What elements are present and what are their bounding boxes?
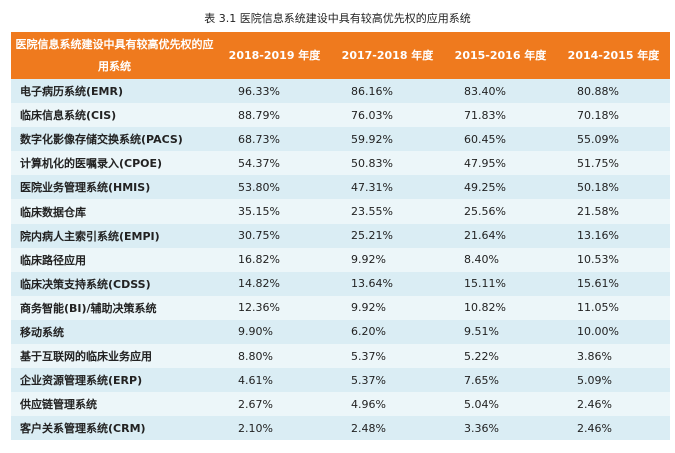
table-row: 客户关系管理系统(CRM) 2.10% 2.48% 3.36% 2.46% [11, 416, 670, 441]
percentage-cell: 80.88% [557, 79, 670, 104]
percentage-cell: 11.05% [557, 295, 670, 320]
percentage-cell: 5.37% [331, 368, 444, 393]
column-header: 2018-2019 年度 [218, 32, 331, 79]
table-row: 电子病历系统(EMR) 96.33% 86.16% 83.40% 80.88% [11, 79, 670, 104]
percentage-cell: 14.82% [218, 271, 331, 296]
percentage-cell: 50.18% [557, 175, 670, 200]
system-name-cell: 移动系统 [11, 319, 218, 345]
table-row: 商务智能(BI)/辅助决策系统 12.36% 9.92% 10.82% 11.05% [11, 295, 670, 320]
percentage-cell: 12.36% [218, 295, 331, 320]
table-row: 医院业务管理系统(HMIS) 53.80% 47.31% 49.25% 50.18% [11, 175, 670, 200]
percentage-cell: 53.80% [218, 175, 331, 200]
percentage-cell: 2.10% [218, 416, 331, 441]
table-row: 临床决策支持系统(CDSS) 14.82% 13.64% 15.11% 15.61% [11, 271, 670, 296]
percentage-cell: 60.45% [444, 127, 557, 152]
percentage-cell: 9.51% [444, 319, 557, 345]
percentage-cell: 50.83% [331, 151, 444, 176]
system-name-cell: 数字化影像存储交换系统(PACS) [11, 127, 218, 152]
percentage-cell: 30.75% [218, 223, 331, 248]
system-name-cell: 客户关系管理系统(CRM) [11, 416, 218, 441]
percentage-cell: 88.79% [218, 103, 331, 128]
percentage-cell: 25.56% [444, 199, 557, 224]
percentage-cell: 8.40% [444, 247, 557, 272]
system-name-cell: 临床信息系统(CIS) [11, 103, 218, 128]
table-row: 基于互联网的临床业务应用 8.80% 5.37% 5.22% 3.86% [11, 344, 670, 369]
table-row: 企业资源管理系统(ERP) 4.61% 5.37% 7.65% 5.09% [11, 368, 670, 393]
column-header: 2015-2016 年度 [444, 32, 557, 79]
header-row: 医院信息系统建设中具有较高优先权的应用系统 2018-2019 年度 2017-… [11, 32, 670, 79]
table-row: 数字化影像存储交换系统(PACS) 68.73% 59.92% 60.45% 55.09… [11, 127, 670, 152]
percentage-cell: 70.18% [557, 103, 670, 128]
percentage-cell: 96.33% [218, 79, 331, 104]
table-caption: 表 3.1 医院信息系统建设中具有较高优先权的应用系统 [204, 12, 471, 25]
system-name-cell: 电子病历系统(EMR) [11, 79, 218, 104]
priority-systems-table: 医院信息系统建设中具有较高优先权的应用系统 2018-2019 年度 2017-… [11, 32, 670, 441]
table-row: 移动系统 9.90% 6.20% 9.51% 10.00% [11, 319, 670, 345]
percentage-cell: 47.95% [444, 151, 557, 176]
system-name-cell: 企业资源管理系统(ERP) [11, 368, 218, 393]
system-name-cell: 临床决策支持系统(CDSS) [11, 271, 218, 296]
percentage-cell: 10.53% [557, 247, 670, 272]
table-row: 临床信息系统(CIS) 88.79% 76.03% 71.83% 70.18% [11, 103, 670, 128]
percentage-cell: 2.48% [331, 416, 444, 441]
percentage-cell: 6.20% [331, 319, 444, 345]
system-name-cell: 基于互联网的临床业务应用 [11, 344, 218, 369]
table-row: 临床数据仓库 35.15% 23.55% 25.56% 21.58% [11, 199, 670, 224]
percentage-cell: 35.15% [218, 199, 331, 224]
percentage-cell: 47.31% [331, 175, 444, 200]
percentage-cell: 51.75% [557, 151, 670, 176]
table-row: 临床路径应用 16.82% 9.92% 8.40% 10.53% [11, 247, 670, 272]
system-name-cell: 计算机化的医嘱录入(CPOE) [11, 151, 218, 176]
percentage-cell: 68.73% [218, 127, 331, 152]
percentage-cell: 10.00% [557, 319, 670, 345]
percentage-cell: 83.40% [444, 79, 557, 104]
table-row: 院内病人主索引系统(EMPI) 30.75% 25.21% 21.64% 13.16% [11, 223, 670, 248]
percentage-cell: 5.22% [444, 344, 557, 369]
percentage-cell: 76.03% [331, 103, 444, 128]
table-row: 供应链管理系统 2.67% 4.96% 5.04% 2.46% [11, 392, 670, 417]
percentage-cell: 2.46% [557, 392, 670, 417]
percentage-cell: 2.67% [218, 392, 331, 417]
percentage-cell: 2.46% [557, 416, 670, 441]
percentage-cell: 59.92% [331, 127, 444, 152]
percentage-cell: 13.64% [331, 271, 444, 296]
percentage-cell: 10.82% [444, 295, 557, 320]
column-header: 2014-2015 年度 [557, 32, 670, 79]
percentage-cell: 3.36% [444, 416, 557, 441]
percentage-cell: 4.61% [218, 368, 331, 393]
percentage-cell: 49.25% [444, 175, 557, 200]
percentage-cell: 15.61% [557, 271, 670, 296]
percentage-cell: 5.04% [444, 392, 557, 417]
table-row: 计算机化的医嘱录入(CPOE) 54.37% 50.83% 47.95% 51.75% [11, 151, 670, 176]
percentage-cell: 54.37% [218, 151, 331, 176]
percentage-cell: 5.09% [557, 368, 670, 393]
percentage-cell: 23.55% [331, 199, 444, 224]
percentage-cell: 9.90% [218, 319, 331, 345]
percentage-cell: 25.21% [331, 223, 444, 248]
percentage-cell: 13.16% [557, 223, 670, 248]
system-name-cell: 临床数据仓库 [11, 199, 218, 224]
percentage-cell: 15.11% [444, 271, 557, 296]
percentage-cell: 4.96% [331, 392, 444, 417]
percentage-cell: 9.92% [331, 247, 444, 272]
system-name-cell: 院内病人主索引系统(EMPI) [11, 223, 218, 248]
percentage-cell: 16.82% [218, 247, 331, 272]
percentage-cell: 21.64% [444, 223, 557, 248]
system-name-cell: 医院业务管理系统(HMIS) [11, 175, 218, 200]
system-name-cell: 商务智能(BI)/辅助决策系统 [11, 295, 218, 320]
column-header: 医院信息系统建设中具有较高优先权的应用系统 [11, 32, 218, 79]
system-name-cell: 供应链管理系统 [11, 392, 218, 417]
system-name-cell: 临床路径应用 [11, 247, 218, 272]
percentage-cell: 3.86% [557, 344, 670, 369]
percentage-cell: 55.09% [557, 127, 670, 152]
percentage-cell: 21.58% [557, 199, 670, 224]
percentage-cell: 71.83% [444, 103, 557, 128]
percentage-cell: 8.80% [218, 344, 331, 369]
column-header: 2017-2018 年度 [331, 32, 444, 79]
percentage-cell: 9.92% [331, 295, 444, 320]
percentage-cell: 5.37% [331, 344, 444, 369]
percentage-cell: 7.65% [444, 368, 557, 393]
percentage-cell: 86.16% [331, 79, 444, 104]
